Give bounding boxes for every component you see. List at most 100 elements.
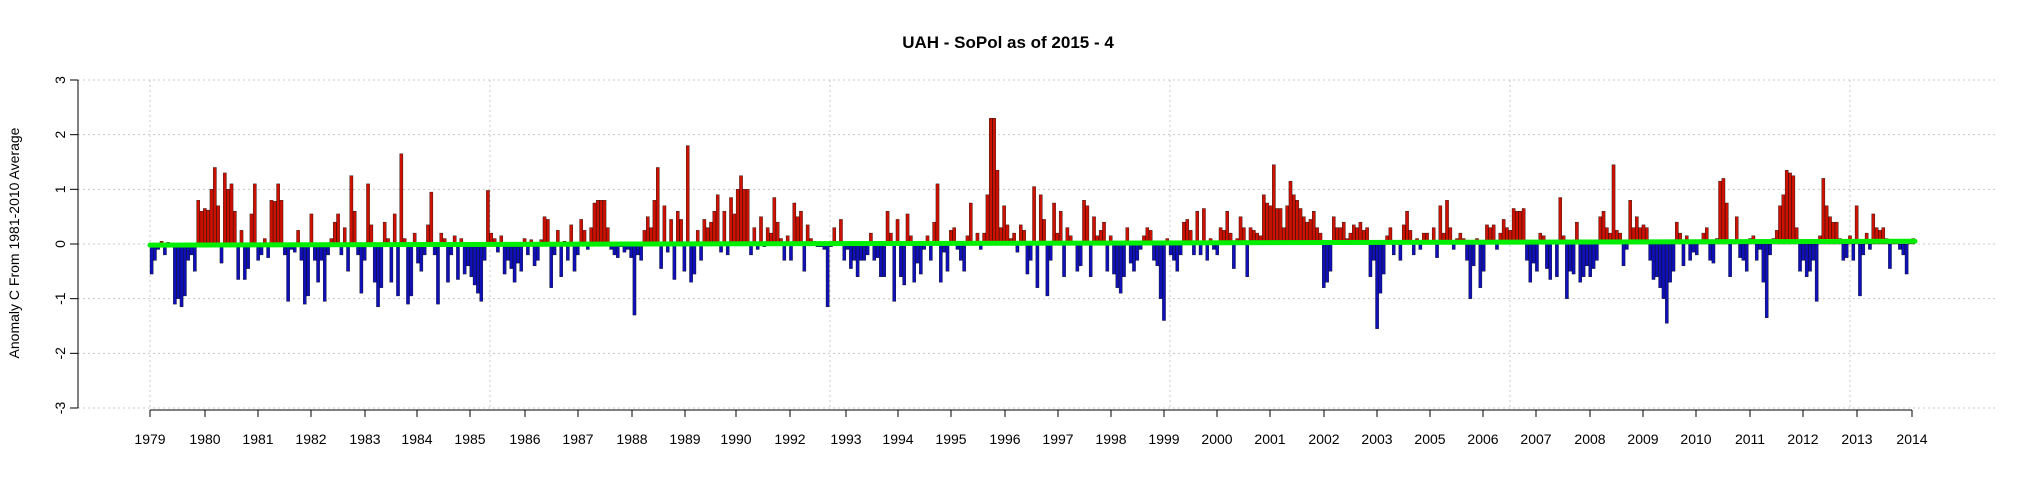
- anomaly-bar: [1578, 243, 1582, 283]
- anomaly-bar: [985, 194, 990, 245]
- anomaly-bar: [805, 224, 810, 245]
- anomaly-bar: [472, 243, 477, 286]
- anomaly-bar: [1611, 164, 1616, 245]
- anomaly-bar: [962, 243, 966, 272]
- anomaly-bar: [1764, 243, 1769, 318]
- anomaly-bar: [1535, 243, 1539, 272]
- x-tick-label: 1982: [295, 431, 326, 447]
- anomaly-bar: [1824, 205, 1829, 245]
- anomaly-bar: [532, 243, 537, 267]
- anomaly-bar: [1205, 243, 1210, 261]
- anomaly-bar: [366, 183, 370, 245]
- anomaly-bar: [679, 219, 683, 245]
- anomaly-bar: [426, 224, 430, 245]
- anomaly-bar: [1728, 243, 1732, 277]
- anomaly-bar: [216, 205, 220, 245]
- x-tick-label: 2010: [1680, 431, 1711, 447]
- x-tick-label: 1992: [774, 431, 805, 447]
- anomaly-bar: [659, 243, 663, 269]
- anomaly-bar: [1581, 243, 1586, 277]
- anomaly-bar: [959, 243, 963, 261]
- anomaly-bar: [1898, 243, 1902, 250]
- anomaly-bar: [1595, 243, 1599, 261]
- anomaly-bar: [892, 243, 896, 302]
- anomaly-bar: [989, 118, 993, 245]
- y-tick-label: -2: [52, 347, 68, 360]
- anomaly-bar: [842, 243, 847, 261]
- anomaly-bar: [509, 243, 513, 269]
- anomaly-bar: [1132, 243, 1136, 272]
- anomaly-bar: [795, 216, 800, 245]
- anomaly-bar: [1521, 208, 1526, 245]
- anomaly-bar: [1621, 243, 1626, 267]
- anomaly-bar: [462, 243, 467, 275]
- x-tick-label: 2001: [1254, 431, 1285, 447]
- anomaly-bar: [1768, 243, 1772, 256]
- anomaly-bar: [772, 197, 777, 245]
- anomaly-bar: [895, 219, 900, 245]
- anomaly-bar: [1691, 243, 1696, 253]
- anomaly-bar: [149, 243, 154, 275]
- anomaly-bar: [855, 243, 860, 277]
- anomaly-bar: [1232, 243, 1236, 269]
- anomaly-bar: [372, 243, 377, 283]
- anomaly-bar: [1178, 243, 1183, 256]
- anomaly-bar: [1292, 194, 1296, 245]
- trend-line-segment: [147, 238, 1918, 248]
- anomaly-bar: [279, 200, 284, 245]
- anomaly-bar: [466, 243, 470, 267]
- x-tick-label: 1979: [134, 431, 165, 447]
- anomaly-bar: [1788, 172, 1792, 245]
- anomaly-bar: [672, 243, 677, 280]
- anomaly-bar: [332, 221, 337, 245]
- anomaly-bar: [436, 243, 440, 305]
- anomaly-bar: [1881, 227, 1886, 245]
- anomaly-bar: [199, 211, 204, 245]
- anomaly-bar: [1288, 180, 1293, 245]
- anomaly-bar: [1198, 243, 1203, 256]
- anomaly-bar: [1158, 243, 1163, 299]
- anomaly-bar: [253, 183, 257, 245]
- anomaly-bar: [825, 243, 830, 308]
- x-tick-label: 1993: [830, 431, 861, 447]
- anomaly-bar: [469, 243, 474, 277]
- anomaly-bar: [1901, 243, 1906, 256]
- anomaly-bar: [1045, 243, 1050, 297]
- anomaly-bar: [899, 243, 903, 277]
- anomaly-bar: [1085, 205, 1090, 245]
- x-tick-label: 2011: [1735, 431, 1765, 447]
- anomaly-bar: [1721, 178, 1726, 245]
- anomaly-bar: [1481, 243, 1486, 272]
- anomaly-bar: [862, 243, 866, 261]
- anomaly-bar: [519, 243, 523, 272]
- anomaly-bar: [1821, 178, 1826, 245]
- anomaly-bar: [1202, 208, 1206, 245]
- anomaly-bar: [419, 243, 424, 272]
- anomaly-bar: [1688, 243, 1692, 261]
- anomaly-bar: [1834, 221, 1839, 245]
- anomaly-bar: [1042, 219, 1046, 245]
- anomaly-bar: [1725, 202, 1729, 245]
- anomaly-bar: [995, 170, 1000, 245]
- anomaly-bar: [1192, 243, 1196, 256]
- anomaly-bar: [799, 211, 803, 245]
- anomaly-bar: [912, 243, 916, 283]
- anomaly-bar: [969, 202, 973, 245]
- anomaly-bar: [1325, 243, 1329, 283]
- anomaly-bar: [306, 243, 310, 297]
- anomaly-bar: [782, 243, 787, 261]
- anomaly-bar: [1515, 211, 1519, 245]
- anomaly-bar: [1168, 243, 1173, 256]
- anomaly-bar: [303, 243, 307, 305]
- anomaly-bar: [379, 243, 384, 288]
- anomaly-bar: [1445, 200, 1449, 245]
- anomaly-bar: [692, 243, 697, 275]
- anomaly-bar: [1711, 243, 1716, 264]
- anomaly-bar: [1295, 200, 1299, 245]
- anomaly-bar: [572, 243, 577, 272]
- anomaly-bar: [1738, 243, 1742, 258]
- anomaly-bar: [1048, 243, 1053, 261]
- anomaly-bar: [179, 243, 184, 308]
- x-tick-label: 1988: [616, 431, 647, 447]
